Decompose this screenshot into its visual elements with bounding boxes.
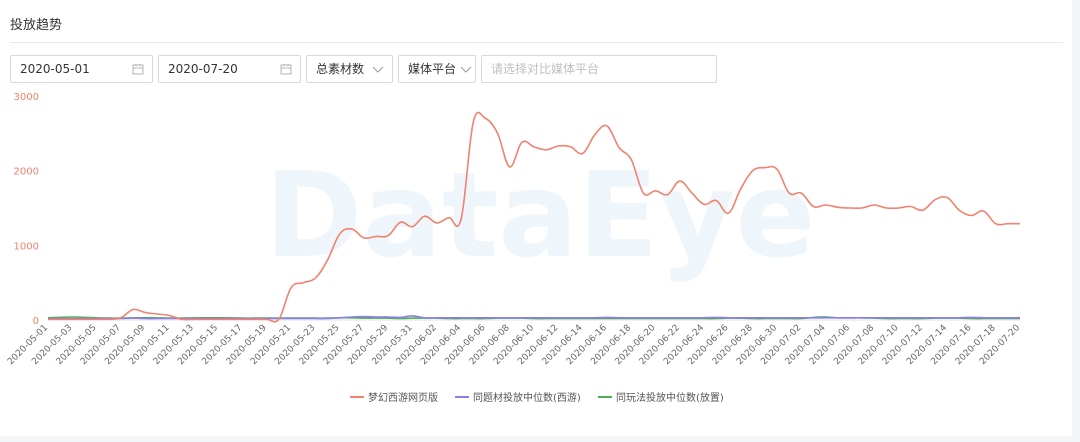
- end-date-picker[interactable]: 2020-07-20: [158, 55, 301, 83]
- platform-select[interactable]: 媒体平台: [398, 55, 476, 83]
- legend-label: 同题材投放中位数(西游): [473, 391, 581, 404]
- compare-platform-select[interactable]: 请选择对比媒体平台: [481, 55, 717, 83]
- watermark-text: DataEye: [264, 146, 815, 284]
- calendar-icon: [132, 64, 144, 75]
- metric-select[interactable]: 总素材数: [306, 55, 393, 83]
- chevron-down-icon: [372, 66, 384, 73]
- y-tick-label: 0: [33, 316, 39, 327]
- metric-select-value: 总素材数: [316, 62, 365, 76]
- series-line-1: [48, 111, 1020, 323]
- panel-title: 投放趋势: [10, 18, 63, 33]
- start-date-picker[interactable]: 2020-05-01: [10, 55, 153, 83]
- start-date-value: 2020-05-01: [20, 62, 90, 76]
- legend-label: 同玩法投放中位数(放置): [616, 391, 724, 404]
- calendar-icon: [280, 64, 292, 75]
- legend-item-3[interactable]: 同玩法投放中位数(放置): [598, 391, 724, 404]
- legend-item-2[interactable]: 同题材投放中位数(西游): [455, 391, 581, 404]
- end-date-value: 2020-07-20: [168, 62, 238, 76]
- chevron-down-icon: [460, 66, 472, 73]
- platform-select-value: 媒体平台: [408, 62, 457, 76]
- trend-panel: 投放趋势 2020-05-01 2020-07-20 总素材数: [0, 0, 1072, 436]
- y-tick-label: 1000: [14, 241, 39, 252]
- compare-platform-placeholder: 请选择对比媒体平台: [491, 62, 600, 76]
- legend-item-1[interactable]: 梦幻西游网页版: [350, 391, 438, 404]
- legend-label: 梦幻西游网页版: [368, 391, 438, 404]
- divider: [10, 42, 1063, 43]
- y-tick-label: 2000: [14, 167, 39, 178]
- y-tick-label: 3000: [14, 92, 39, 103]
